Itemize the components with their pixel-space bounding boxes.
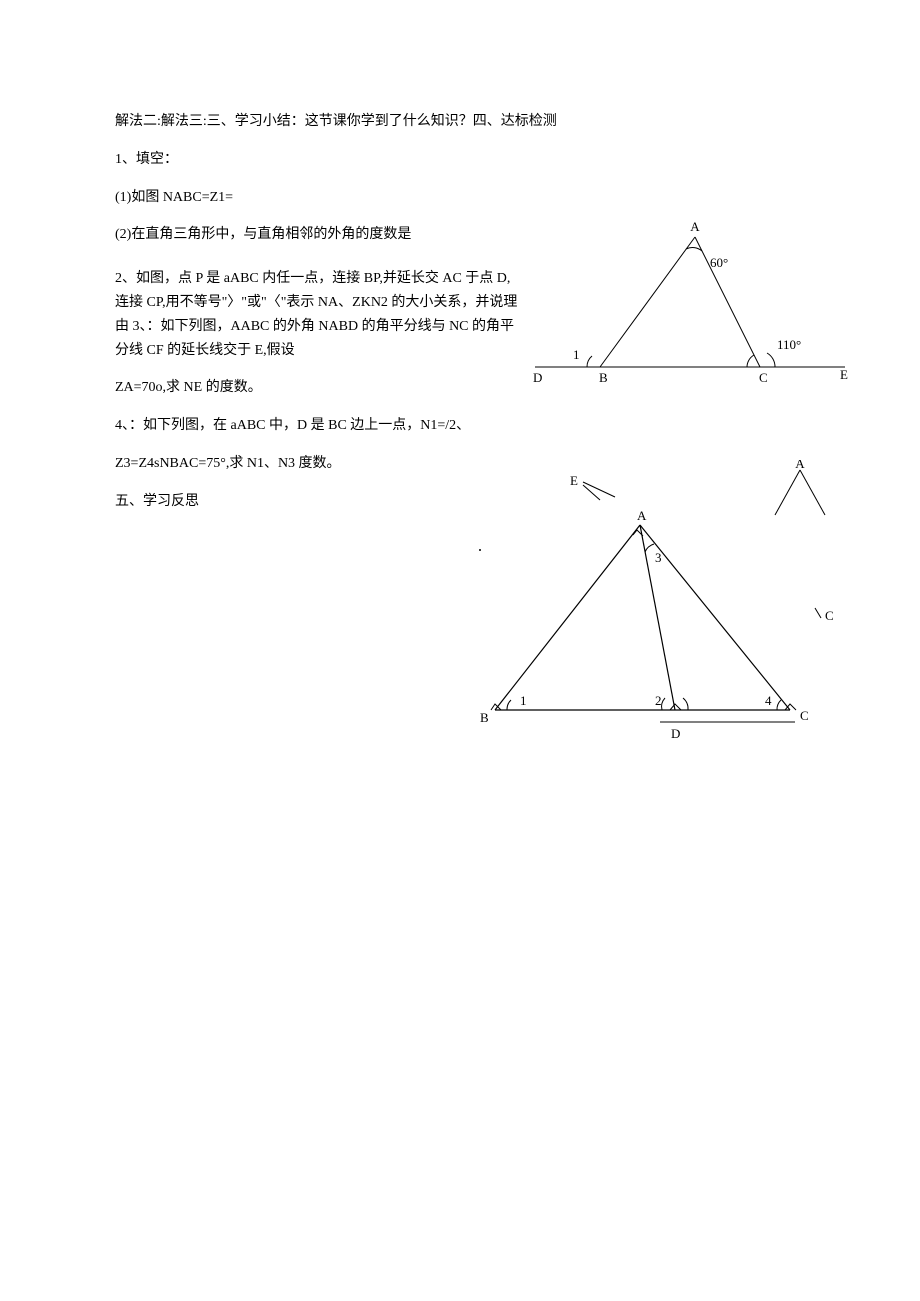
triangle-figure-2: A C E (465, 460, 855, 750)
label-c2: C (800, 708, 809, 723)
paragraph: 1、填空： (115, 148, 805, 172)
label-1: 1 (573, 347, 580, 362)
label-60: 60° (710, 255, 728, 270)
label-2: 2 (655, 693, 662, 708)
label-d: D (533, 370, 542, 385)
paragraph: 2、如图，点 P 是 aABC 内任一点，连接 BP,并延长交 AC 于点 D,… (115, 267, 520, 362)
label-3: 3 (655, 550, 662, 565)
label-a2: A (637, 508, 647, 523)
label-1b: 1 (520, 693, 527, 708)
label-b: B (599, 370, 608, 385)
label-e2: E (570, 473, 578, 488)
paragraph: (1)如图 NABC=Z1= (115, 186, 805, 210)
label-e: E (840, 367, 848, 382)
label-c: C (759, 370, 768, 385)
label-a: A (690, 219, 700, 234)
paragraph: 解法二:解法三:三、学习小结：这节课你学到了什么知识？四、达标检测 (115, 110, 805, 134)
triangle-figure-1: A 60° 110° 1 D B C E (525, 217, 855, 392)
label-110: 110° (777, 337, 801, 352)
label-4: 4 (765, 693, 772, 708)
label-d2: D (671, 726, 680, 741)
label-c-right: C (825, 608, 834, 623)
paragraph: 4、：如下列图，在 aABC 中，D 是 BC 边上一点，N1=/2、 (115, 414, 805, 438)
label-a-top: A (795, 460, 805, 471)
label-b2: B (480, 710, 489, 725)
